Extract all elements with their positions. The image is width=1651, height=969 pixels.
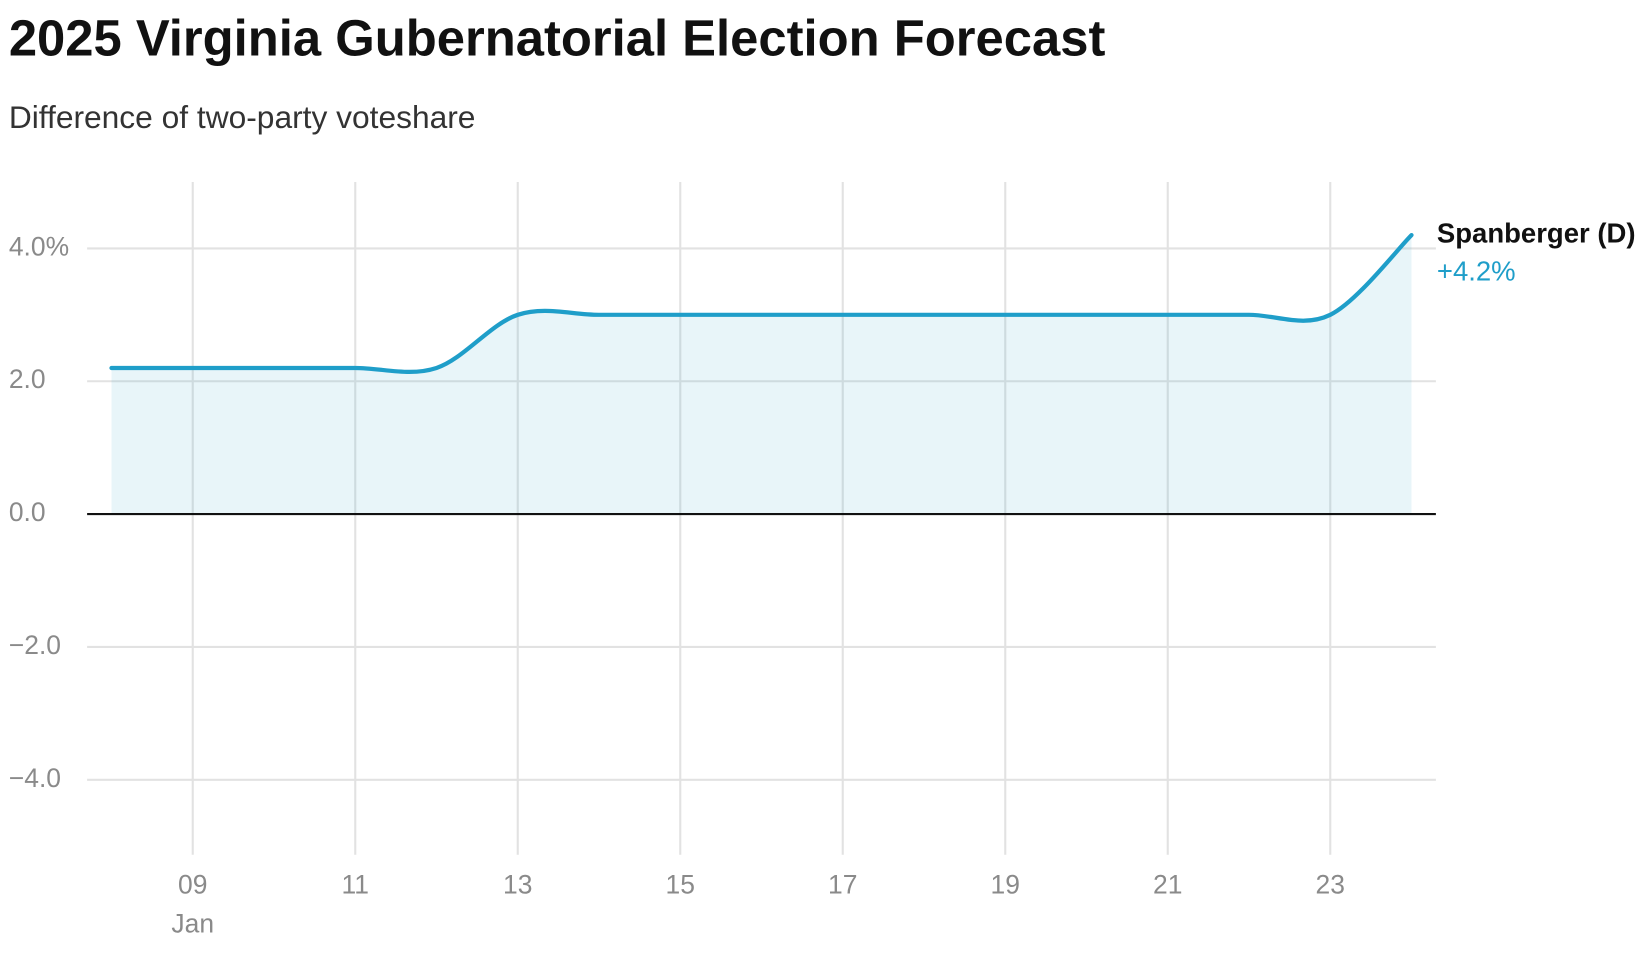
value-label: +4.2% — [1437, 255, 1516, 286]
y-tick-label: −2.0 — [9, 630, 61, 660]
x-tick-label: 15 — [666, 869, 695, 899]
chart-title: 2025 Virginia Gubernatorial Election For… — [9, 10, 1106, 67]
chart-subtitle: Difference of two-party voteshare — [9, 99, 476, 135]
x-month-label: Jan — [171, 909, 214, 939]
x-tick-label: 21 — [1153, 869, 1182, 899]
y-tick-label: 2.0 — [9, 364, 46, 394]
x-tick-label: 17 — [828, 869, 857, 899]
area — [111, 235, 1412, 515]
x-tick-label: 23 — [1316, 869, 1345, 899]
x-tick-label: 13 — [503, 869, 532, 899]
line — [109, 232, 1414, 374]
y-tick-label: 4.0% — [9, 231, 69, 261]
x-tick-label: 19 — [991, 869, 1020, 899]
x-tick-label: 11 — [342, 869, 369, 899]
y-tick-label: 0.0 — [9, 497, 46, 527]
series-label: Spanberger (D) — [1437, 217, 1636, 248]
y-tick-label: −4.0 — [9, 763, 61, 793]
x-tick-label: 09 — [178, 869, 207, 899]
